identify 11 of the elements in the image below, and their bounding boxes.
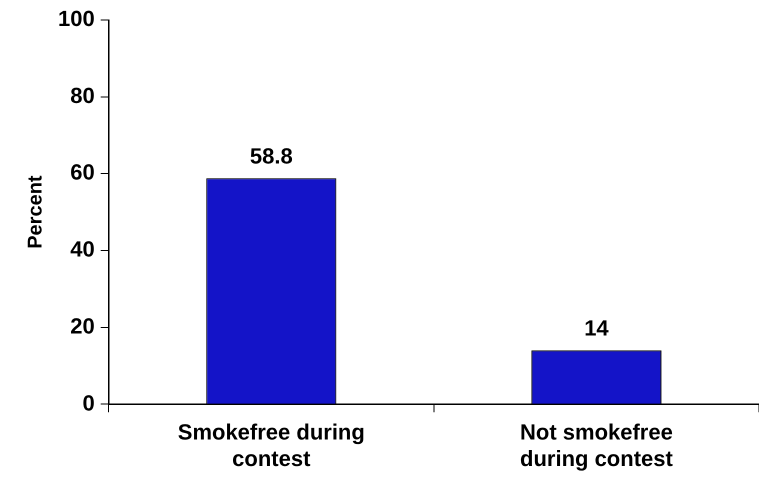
y-tick-label: 60 xyxy=(70,160,95,185)
y-axis-title: Percent xyxy=(24,175,47,249)
y-tick-label: 0 xyxy=(82,390,95,416)
x-tick-label: Smokefree during contest xyxy=(178,419,365,471)
data-label: 58.8 xyxy=(250,143,293,168)
y-tick-label: 80 xyxy=(70,82,95,108)
data-label: 14 xyxy=(584,315,610,340)
y-tick-label: 100 xyxy=(58,6,95,32)
y-tick-label: 40 xyxy=(70,236,95,262)
x-tick-label: Not smokefree during contest xyxy=(520,419,674,471)
y-tick-label: 20 xyxy=(70,313,95,338)
